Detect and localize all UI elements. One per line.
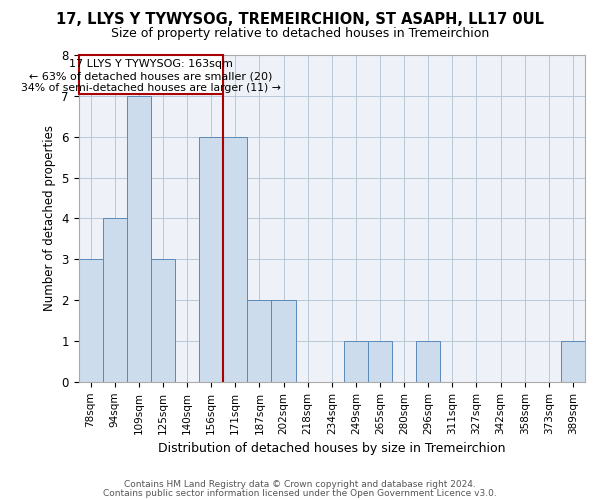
Bar	[344, 341, 368, 382]
Bar	[79, 260, 103, 382]
Bar	[561, 341, 585, 382]
X-axis label: Distribution of detached houses by size in Tremeirchion: Distribution of detached houses by size …	[158, 442, 506, 455]
Text: Size of property relative to detached houses in Tremeirchion: Size of property relative to detached ho…	[111, 28, 489, 40]
Bar	[416, 341, 440, 382]
Y-axis label: Number of detached properties: Number of detached properties	[43, 126, 56, 312]
Bar	[271, 300, 296, 382]
Text: 17 LLYS Y TYWYSOG: 163sqm: 17 LLYS Y TYWYSOG: 163sqm	[69, 59, 233, 69]
Text: 34% of semi-detached houses are larger (11) →: 34% of semi-detached houses are larger (…	[21, 84, 281, 94]
Bar	[368, 341, 392, 382]
Bar	[223, 136, 247, 382]
Bar	[199, 136, 223, 382]
Bar	[151, 260, 175, 382]
Bar	[127, 96, 151, 382]
Text: Contains public sector information licensed under the Open Government Licence v3: Contains public sector information licen…	[103, 490, 497, 498]
Text: 17, LLYS Y TYWYSOG, TREMEIRCHION, ST ASAPH, LL17 0UL: 17, LLYS Y TYWYSOG, TREMEIRCHION, ST ASA…	[56, 12, 544, 28]
Bar	[103, 218, 127, 382]
Text: ← 63% of detached houses are smaller (20): ← 63% of detached houses are smaller (20…	[29, 71, 272, 81]
Text: Contains HM Land Registry data © Crown copyright and database right 2024.: Contains HM Land Registry data © Crown c…	[124, 480, 476, 489]
Bar	[247, 300, 271, 382]
Bar	[79, 55, 223, 94]
